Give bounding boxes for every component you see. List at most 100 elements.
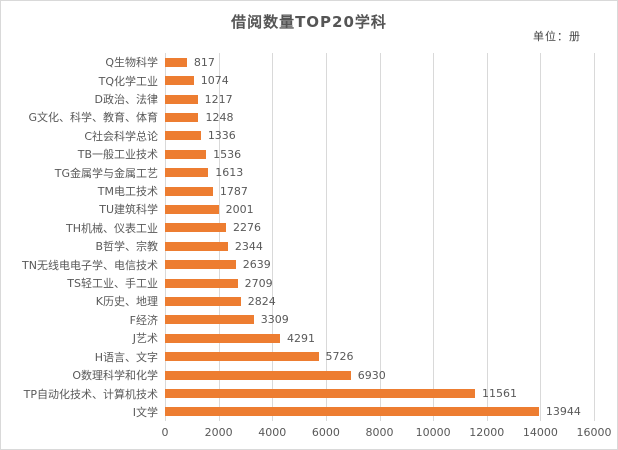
bar-value-label: 1536: [213, 147, 242, 161]
bar-track: 1787: [165, 182, 594, 200]
category-label: H语言、文字: [94, 350, 158, 364]
bar[interactable]: [165, 149, 207, 159]
bar-value-label: 2824: [247, 294, 276, 308]
bar-value-label: 1613: [215, 166, 244, 180]
x-axis-tick-label: 6000: [311, 426, 340, 439]
bar-row: TS轻工业、手工业 2709: [1, 274, 594, 292]
plot-area: [165, 53, 595, 421]
bar-row: TN无线电电子学、电信技术 2639: [1, 255, 594, 273]
bar[interactable]: [165, 370, 351, 380]
bar[interactable]: [165, 241, 228, 251]
x-axis-tick-label: 10000: [415, 426, 451, 439]
bar-row: I文学 13944: [1, 403, 594, 421]
bar-row: Q生物科学 817: [1, 53, 594, 71]
gridline: [433, 53, 435, 421]
bar-track: 4291: [165, 329, 594, 347]
category-label: TH机械、仪表工业: [66, 221, 158, 235]
bar-value-label: 1336: [207, 129, 236, 143]
bar[interactable]: [165, 57, 187, 67]
bar[interactable]: [165, 94, 198, 104]
bar[interactable]: [165, 296, 241, 306]
category-label: G文化、科学、教育、体育: [28, 111, 158, 125]
bar-row: TQ化学工业 1074: [1, 71, 594, 89]
bar[interactable]: [165, 352, 319, 362]
bar-value-label: 11561: [481, 387, 517, 401]
bar-track: 2001: [165, 200, 594, 218]
bar-value-label: 2276: [233, 221, 262, 235]
category-label: TM电工技术: [97, 185, 158, 199]
bar-row: TG金属学与金属工艺 1613: [1, 163, 594, 181]
bar-track: 2709: [165, 274, 594, 292]
bar-row: K历史、地理 2824: [1, 292, 594, 310]
bar-row: TM电工技术 1787: [1, 182, 594, 200]
bar[interactable]: [165, 315, 254, 325]
category-label: C社会科学总论: [84, 129, 158, 143]
category-label: F经济: [129, 313, 158, 327]
gridline: [486, 53, 488, 421]
bar[interactable]: [165, 260, 236, 270]
bar[interactable]: [165, 76, 194, 86]
x-axis-tick-label: 14000: [522, 426, 558, 439]
bar-value-label: 1787: [219, 184, 248, 198]
bar-value-label: 1074: [200, 74, 229, 88]
x-axis: 0 2000 4000 6000 8000 10000 12000 14000 16000: [162, 426, 612, 441]
bar-row: D政治、法律 1217: [1, 90, 594, 108]
bar-track: 3309: [165, 311, 594, 329]
category-label: K历史、地理: [95, 295, 158, 309]
x-axis-tick-label: 16000: [576, 426, 612, 439]
gridline: [325, 53, 327, 421]
bar[interactable]: [165, 168, 209, 178]
bar-value-label: 817: [193, 55, 215, 69]
bar-value-label: 2001: [225, 202, 254, 216]
bar-row: B哲学、宗教 2344: [1, 237, 594, 255]
bar-track: 5726: [165, 348, 594, 366]
category-label: TG金属学与金属工艺: [54, 166, 158, 180]
gridline: [594, 53, 595, 421]
bar-row: TH机械、仪表工业 2276: [1, 219, 594, 237]
gridline: [165, 53, 166, 421]
bar[interactable]: [165, 223, 227, 233]
category-label: TB一般工业技术: [77, 148, 158, 162]
bar[interactable]: [165, 204, 219, 214]
bar-value-label: 13944: [545, 405, 581, 419]
bar[interactable]: [165, 389, 475, 399]
category-label: TS轻工业、手工业: [67, 277, 158, 291]
bar-value-label: 6930: [357, 368, 386, 382]
bar-track: 13944: [165, 403, 594, 421]
bar-row: C社会科学总论 1336: [1, 127, 594, 145]
bar-row: F经济 3309: [1, 311, 594, 329]
category-label: B哲学、宗教: [95, 240, 158, 254]
bar[interactable]: [165, 407, 539, 417]
category-label: TP自动化技术、计算机技术: [23, 387, 158, 401]
bar[interactable]: [165, 131, 201, 141]
gridline: [272, 53, 274, 421]
bar-row: TP自动化技术、计算机技术 11561: [1, 384, 594, 402]
bar-track: 1217: [165, 90, 594, 108]
bar[interactable]: [165, 186, 213, 196]
bar-track: 6930: [165, 366, 594, 384]
x-axis-tick-label: 2000: [204, 426, 233, 439]
bar-row: TB一般工业技术 1536: [1, 145, 594, 163]
bar-rows: Q生物科学 817 TQ化学工业 1074 D政治、法律 1217 G文化、科学、教育、体育…: [1, 53, 594, 421]
bar-track: 2639: [165, 255, 594, 273]
category-label: TN无线电电子学、电信技术: [22, 258, 158, 272]
x-axis-tick-label: 8000: [365, 426, 394, 439]
bar-track: 1613: [165, 163, 594, 181]
category-label: Q生物科学: [105, 56, 158, 70]
x-axis-tick-label: 12000: [469, 426, 505, 439]
bar-value-label: 5726: [325, 350, 354, 364]
category-label: I文学: [132, 405, 158, 419]
category-label: D政治、法律: [94, 93, 158, 107]
bar-row: H语言、文字 5726: [1, 348, 594, 366]
bar-track: 1248: [165, 108, 594, 126]
category-label: J艺术: [132, 332, 158, 346]
bar[interactable]: [165, 278, 238, 288]
bar-track: 1536: [165, 145, 594, 163]
bar[interactable]: [165, 333, 281, 343]
bar[interactable]: [165, 112, 199, 122]
gridline: [218, 53, 220, 421]
bar-track: 11561: [165, 384, 594, 402]
x-axis-tick-label: 4000: [258, 426, 287, 439]
gridline: [379, 53, 381, 421]
